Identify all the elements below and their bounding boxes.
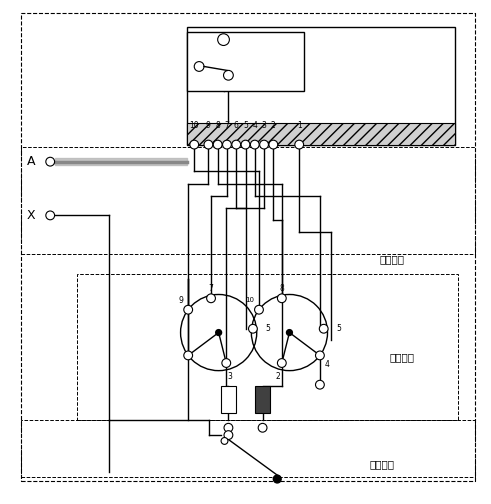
Text: 3: 3 — [262, 121, 267, 130]
Circle shape — [250, 140, 259, 149]
Bar — [255, 386, 271, 413]
Circle shape — [295, 140, 303, 149]
Circle shape — [46, 157, 55, 166]
Text: X: X — [27, 209, 35, 222]
Circle shape — [287, 330, 292, 336]
Circle shape — [248, 325, 257, 333]
Text: 8: 8 — [279, 284, 284, 293]
Bar — [187, 32, 304, 91]
Bar — [187, 122, 456, 145]
Text: 9: 9 — [178, 296, 183, 305]
Text: A: A — [27, 155, 35, 168]
Circle shape — [221, 437, 228, 445]
Text: 7: 7 — [209, 284, 214, 293]
Text: 6: 6 — [234, 121, 239, 130]
Circle shape — [213, 140, 222, 149]
Circle shape — [241, 140, 250, 149]
Circle shape — [316, 381, 324, 389]
Circle shape — [258, 423, 267, 432]
Circle shape — [224, 431, 233, 439]
Circle shape — [216, 330, 221, 336]
Text: 8: 8 — [215, 121, 220, 130]
Bar — [220, 386, 236, 413]
Circle shape — [319, 325, 328, 333]
Circle shape — [223, 71, 233, 80]
Text: 4: 4 — [325, 360, 330, 369]
Circle shape — [184, 305, 192, 314]
Bar — [77, 274, 458, 420]
Circle shape — [218, 34, 229, 45]
Circle shape — [269, 140, 278, 149]
Text: 5: 5 — [266, 324, 271, 333]
Text: 调压电路: 调压电路 — [380, 255, 405, 265]
Circle shape — [222, 140, 231, 149]
Circle shape — [46, 211, 55, 220]
Bar — [187, 27, 456, 145]
Text: 2: 2 — [271, 121, 276, 130]
Text: 3: 3 — [228, 372, 233, 381]
Circle shape — [277, 359, 286, 367]
Text: 选择电路: 选择电路 — [389, 352, 414, 362]
Bar — [21, 420, 475, 477]
Circle shape — [204, 140, 213, 149]
Circle shape — [316, 351, 324, 360]
Circle shape — [254, 305, 263, 314]
Circle shape — [194, 61, 204, 72]
Circle shape — [273, 475, 281, 483]
Text: 5: 5 — [243, 121, 248, 130]
Text: 10: 10 — [245, 297, 254, 303]
Text: 2: 2 — [275, 372, 280, 381]
Text: 1: 1 — [297, 121, 301, 130]
Text: 9: 9 — [206, 121, 211, 130]
Circle shape — [232, 140, 241, 149]
Text: 4: 4 — [252, 121, 257, 130]
Text: 切换电路: 切换电路 — [370, 459, 395, 469]
Circle shape — [184, 351, 192, 360]
Circle shape — [260, 140, 269, 149]
Circle shape — [224, 423, 233, 432]
Text: 5: 5 — [336, 324, 341, 333]
Circle shape — [222, 359, 231, 367]
Circle shape — [207, 294, 216, 303]
Text: 7: 7 — [224, 121, 229, 130]
Circle shape — [190, 140, 199, 149]
Text: 10: 10 — [190, 121, 199, 130]
Bar — [21, 147, 475, 255]
Circle shape — [277, 294, 286, 303]
